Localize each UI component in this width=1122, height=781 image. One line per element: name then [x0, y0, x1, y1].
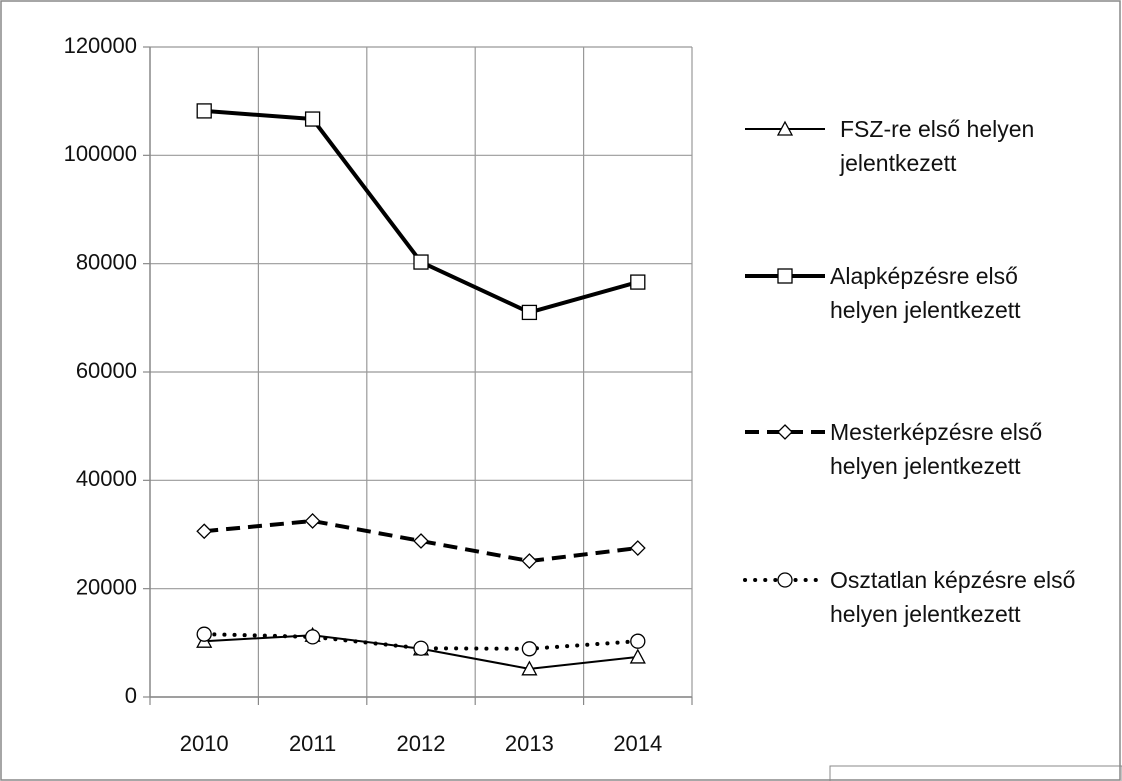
x-tick-label: 2010	[180, 731, 229, 756]
series-line	[204, 108, 639, 315]
marker-diamond	[196, 523, 213, 540]
x-tick-label: 2013	[505, 731, 554, 756]
marker-diamond	[777, 424, 793, 440]
marker-circle	[196, 626, 212, 642]
marker-circle	[630, 633, 646, 649]
x-tick-label: 2014	[613, 731, 662, 756]
marker-circle	[304, 629, 321, 645]
legend-label: FSZ-re első helyen jelentkezett	[840, 116, 1035, 176]
marker-square	[521, 304, 538, 321]
series-line	[204, 518, 639, 564]
marker-square	[304, 111, 321, 127]
y-tick-label: 20000	[76, 574, 137, 599]
marker-diamond	[413, 533, 429, 549]
marker-diamond	[304, 513, 321, 529]
marker-circle	[413, 640, 429, 656]
marker-circle	[777, 572, 793, 588]
marker-square	[777, 268, 793, 284]
marker-circle	[521, 641, 538, 657]
y-tick-label: 80000	[76, 249, 137, 274]
frame-fragment	[829, 765, 1122, 781]
marker-square	[196, 103, 212, 119]
marker-diamond	[521, 553, 538, 569]
marker-triangle	[629, 648, 646, 664]
series-line	[202, 632, 640, 651]
y-tick-label: 60000	[76, 358, 137, 383]
y-tick-label: 120000	[64, 33, 137, 58]
x-tick-label: 2011	[289, 731, 336, 756]
marker-triangle	[521, 660, 538, 676]
legend-label: Alapképzésre első helyen jelentkezett	[830, 263, 1021, 323]
marker-square	[630, 274, 646, 290]
legend-label: Osztatlan képzésre első helyen jelentkez…	[830, 567, 1076, 627]
marker-diamond	[629, 540, 646, 556]
marker-square	[413, 254, 429, 270]
x-tick-label: 2012	[397, 731, 446, 756]
legend-label: Mesterképzésre első helyen jelentkezett	[830, 419, 1043, 479]
y-tick-label: 100000	[64, 141, 137, 166]
marker-triangle	[776, 120, 794, 136]
y-tick-label: 40000	[76, 466, 137, 491]
y-tick-label: 0	[125, 683, 137, 708]
